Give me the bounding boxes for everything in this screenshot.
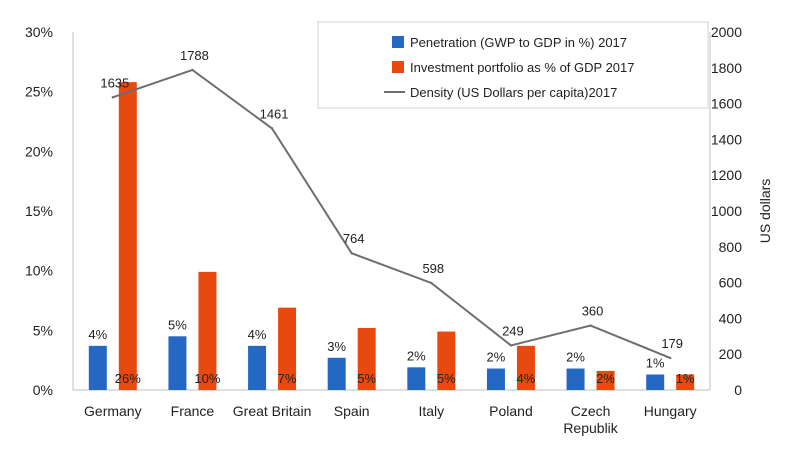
line-data-label: 764 <box>343 231 365 246</box>
bar-investment <box>676 374 695 390</box>
right-tick-label: 400 <box>719 310 743 326</box>
density-point <box>430 281 433 285</box>
bar-penetration <box>566 368 585 390</box>
left-tick-label: 15% <box>25 203 53 219</box>
legend-entry: Penetration (GWP to GDP in %) 2017 <box>410 35 627 50</box>
bar-data-label: 1% <box>646 355 665 370</box>
density-point <box>111 96 115 99</box>
right-tick-label: 0 <box>734 382 742 398</box>
right-tick-label: 600 <box>719 275 743 291</box>
bar-penetration <box>248 345 267 390</box>
bar-investment <box>198 271 217 390</box>
line-data-label: 249 <box>502 323 524 338</box>
legend: Penetration (GWP to GDP in %) 2017 Invest… <box>317 21 709 109</box>
right-tick-label: 200 <box>719 346 743 362</box>
category-label: France <box>171 403 215 419</box>
bar-penetration <box>88 345 107 390</box>
legend-entry: Investment portfolio as % of GDP 2017 <box>410 60 635 75</box>
bar-series <box>88 82 695 391</box>
bar-penetration <box>168 336 187 390</box>
right-tick-label: 2000 <box>711 24 742 40</box>
bar-penetration <box>646 374 665 390</box>
left-tick-label: 10% <box>25 263 53 279</box>
bar-data-label: 1% <box>676 371 695 386</box>
data-labels: 4% 5% 4% 3% 2% 2% 2% 1% 26% 10% 7% 5% 5% 4% 2% 1% 1635 17… <box>88 48 695 386</box>
bar-data-label: 26% <box>115 371 141 386</box>
bar-data-label: 2% <box>487 350 506 365</box>
line-data-label: 360 <box>582 304 604 319</box>
line-data-label: 598 <box>422 261 444 276</box>
bar-investment <box>357 327 376 390</box>
bar-data-label: 4% <box>517 371 536 386</box>
left-tick-label: 20% <box>25 143 53 159</box>
right-axis-title: US dollars <box>757 179 773 244</box>
category-label: Czech Republik <box>563 403 618 436</box>
right-tick-label: 1400 <box>711 131 742 147</box>
right-tick-label: 1600 <box>711 96 742 112</box>
bar-investment <box>596 370 615 390</box>
legend-swatch <box>392 36 404 48</box>
left-tick-label: 25% <box>25 84 53 100</box>
legend-box <box>317 21 709 109</box>
category-axis: Germany France Great Britain Spain Italy Pola… <box>73 389 710 436</box>
bar-penetration <box>407 367 426 390</box>
line-series <box>111 68 672 360</box>
bar-data-label: 2% <box>596 371 615 386</box>
right-tick-label: 1200 <box>711 167 742 183</box>
right-tick-label: 800 <box>719 239 743 255</box>
bar-investment <box>437 331 456 390</box>
bar-data-label: 10% <box>194 371 220 386</box>
bar-investment <box>118 82 137 391</box>
left-tick-label: 5% <box>33 322 53 338</box>
density-point <box>589 324 592 327</box>
bar-data-label: 7% <box>278 371 297 386</box>
line-data-label: 1788 <box>180 48 209 63</box>
bar-investment <box>516 345 535 390</box>
category-label: Germany <box>84 403 142 419</box>
density-point <box>350 252 353 255</box>
bar-penetration <box>327 357 346 390</box>
density-line <box>112 68 671 359</box>
bar-data-label: 5% <box>168 317 187 332</box>
bar-data-label: 3% <box>327 339 346 354</box>
category-label: Spain <box>334 403 370 419</box>
right-axis: 0 200 400 600 800 1000 1200 1400 1600 1800 2000 US … <box>709 24 773 398</box>
density-point <box>668 356 672 360</box>
bar-data-label: 5% <box>357 371 376 386</box>
legend-entry: Density (US Dollars per capita)2017 <box>410 85 617 100</box>
category-label: Italy <box>418 403 444 419</box>
bar-data-label: 2% <box>407 348 426 363</box>
density-point <box>509 344 513 347</box>
category-label: Poland <box>489 403 533 419</box>
right-tick-label: 1800 <box>711 60 742 76</box>
density-point <box>270 127 274 130</box>
density-point <box>191 68 194 72</box>
bar-data-label: 4% <box>88 327 107 342</box>
bar-data-label: 4% <box>248 327 267 342</box>
category-label: Hungary <box>644 403 697 419</box>
left-tick-label: 0% <box>33 382 53 398</box>
left-axis: 0% 5% 10% 15% 20% 25% 30% <box>25 24 74 398</box>
line-data-label: 1635 <box>100 75 129 90</box>
bar-investment <box>278 307 297 390</box>
bar-data-label: 5% <box>437 371 456 386</box>
bar-penetration <box>486 368 505 390</box>
line-data-label: 1461 <box>260 106 289 121</box>
left-tick-label: 30% <box>25 24 53 40</box>
category-label: Great Britain <box>233 403 312 419</box>
legend-swatch <box>392 61 404 73</box>
bar-data-label: 2% <box>566 350 585 365</box>
right-tick-label: 1000 <box>711 203 742 219</box>
line-data-label: 179 <box>661 336 683 351</box>
